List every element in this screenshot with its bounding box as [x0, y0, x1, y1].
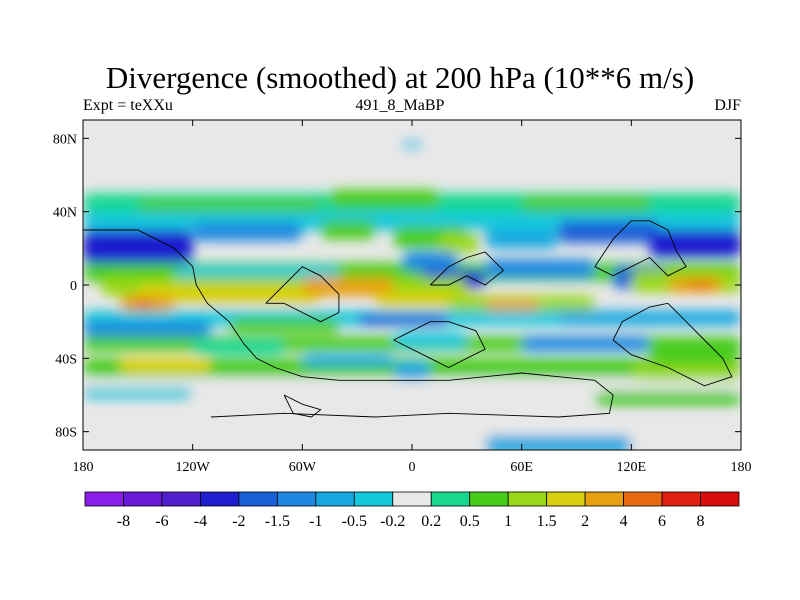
field-region-47: [83, 387, 193, 399]
field-region-43: [393, 362, 431, 381]
field-region-48: [594, 391, 741, 406]
y-tick-label-2: 0: [70, 279, 77, 294]
field-region-7: [320, 220, 376, 240]
x-tick-label-2: 60W: [289, 460, 317, 475]
field-region-50: [485, 435, 632, 450]
colorbar-label-7: -0.2: [380, 513, 405, 530]
chart-title: Divergence (smoothed) at 200 hPa (10**6 …: [105, 60, 695, 95]
y-tick-label-0: 80N: [53, 132, 77, 147]
experiment-label: Expt = teXXu: [83, 97, 173, 114]
y-tick-label-4: 80S: [55, 426, 77, 441]
field-region-25: [134, 299, 153, 309]
colorbar-box-8: [392, 491, 432, 507]
colorbar-box-4: [238, 491, 278, 507]
colorbar-label-6: -0.5: [342, 513, 367, 530]
field-region-29: [485, 299, 540, 311]
field-region-46: [83, 380, 741, 399]
field-region-31: [83, 321, 211, 337]
coastlines: [83, 220, 733, 418]
coastline-6: [283, 394, 322, 418]
coastline-2: [393, 321, 486, 369]
colorbar-box-6: [315, 491, 355, 507]
colorbar-label-13: 4: [620, 513, 628, 530]
field-contours: [83, 142, 741, 450]
colorbar-label-0: -8: [117, 513, 130, 530]
colorbar-box-2: [161, 491, 201, 507]
coastline-1: [265, 266, 340, 323]
colorbar-label-14: 6: [658, 513, 666, 530]
colorbar-label-1: -6: [155, 513, 168, 530]
field-region-15: [402, 252, 458, 271]
colorbar-box-13: [584, 491, 624, 507]
coastline-3: [429, 251, 505, 286]
field-region-32: [229, 318, 339, 333]
x-tick-label-5: 120E: [617, 460, 647, 475]
field-region-51: [402, 142, 422, 148]
coastline-0: [83, 229, 614, 418]
colorbar-box-9: [430, 491, 471, 507]
field-region-6: [192, 222, 303, 241]
colorbar: -8 -6 -4 -2 -1.5 -1 -0.5 -0.2 0.2 0.5 1 1.5 2 4 6 8: [84, 491, 740, 530]
field-region-9: [439, 233, 480, 252]
x-tick-label-0: 180: [73, 460, 94, 475]
colorbar-box-15: [661, 491, 701, 507]
colorbar-box-7: [353, 491, 394, 507]
field-region-44: [521, 358, 632, 373]
axis-ticks: 180 120W 60W 0 60E 120E 180 80N 40N 0 40S 80S: [53, 120, 752, 475]
colorbar-box-12: [546, 491, 586, 507]
colorbar-label-2: -4: [194, 513, 207, 530]
x-tick-label-1: 120W: [176, 460, 211, 475]
colorbar-label-9: 0.5: [460, 513, 480, 530]
y-tick-label-3: 40S: [55, 352, 77, 367]
colorbar-box-1: [123, 491, 163, 507]
colorbar-box-3: [200, 491, 240, 507]
x-tick-label-3: 0: [409, 460, 416, 475]
colorbar-label-8: 0.2: [421, 513, 441, 530]
field-region-34: [558, 310, 741, 326]
divergence-field: [83, 120, 741, 450]
field-region-45: [631, 365, 741, 381]
field-region-11: [558, 220, 659, 243]
y-tick-label-1: 40N: [53, 206, 77, 221]
field-region-41: [119, 358, 211, 373]
field-region-3: [521, 197, 650, 216]
colorbar-label-10: 1: [504, 513, 512, 530]
colorbar-label-3: -2: [232, 513, 245, 530]
coastline-4: [594, 220, 687, 277]
x-tick-label-6: 180: [731, 460, 752, 475]
field-region-36: [192, 340, 285, 355]
field-region-12: [649, 230, 741, 258]
field-region-2: [329, 189, 440, 208]
field-region-23: [137, 285, 321, 304]
colorbar-label-15: 8: [697, 513, 705, 530]
colorbar-box-11: [507, 491, 548, 507]
colorbar-label-4: -1.5: [265, 513, 290, 530]
colorbar-box-10: [469, 491, 509, 507]
field-region-33: [357, 314, 449, 326]
x-tick-label-4: 60E: [510, 460, 533, 475]
colorbar-box-0: [84, 491, 124, 507]
coastline-5: [612, 302, 733, 387]
field-region-21: [686, 281, 714, 289]
field-region-5: [83, 230, 193, 263]
field-region-10: [485, 230, 559, 249]
field-region-38: [521, 336, 650, 351]
field-region-37: [393, 332, 467, 348]
colorbar-label-11: 1.5: [537, 513, 557, 530]
run-id-label: 491_8_MaBP: [355, 97, 445, 114]
field-region-42: [302, 354, 394, 366]
field-region-39: [649, 340, 741, 359]
colorbar-box-5: [276, 491, 317, 507]
season-label: DJF: [714, 97, 741, 114]
field-region-17: [485, 259, 595, 278]
colorbar-label-5: -1: [309, 513, 322, 530]
colorbar-box-14: [623, 491, 663, 507]
colorbar-box-16: [700, 491, 740, 507]
colorbar-label-12: 2: [581, 513, 589, 530]
field-region-26: [302, 277, 394, 296]
